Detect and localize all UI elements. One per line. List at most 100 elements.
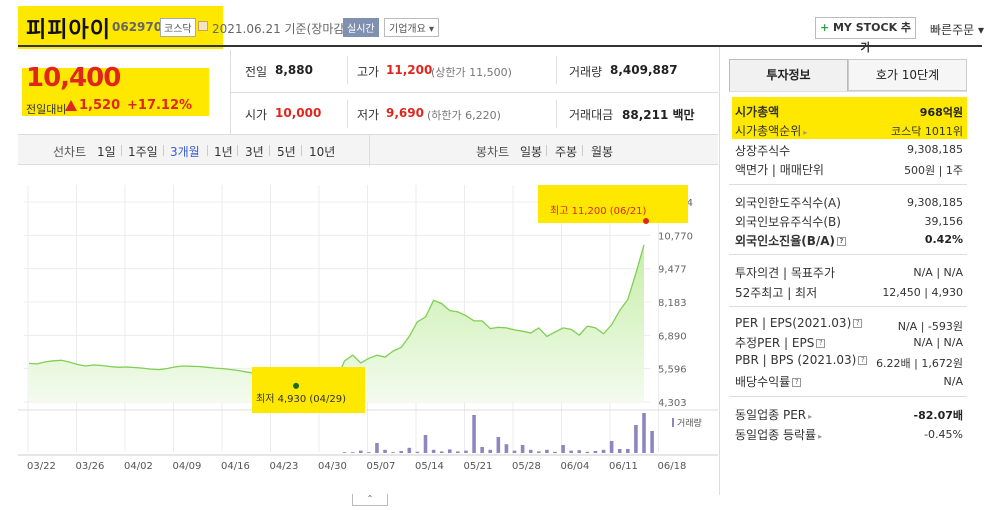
volume-bar (585, 451, 590, 453)
lower-limit: (하한가 6,220) (427, 109, 501, 122)
help-icon[interactable]: ? (837, 237, 847, 246)
volume-legend-label: 거래량 (677, 417, 702, 429)
market-cap-rank-label[interactable]: 시가총액순위 ▸ (735, 122, 807, 139)
foreign-ratio-value: 0.42% (924, 233, 963, 246)
period-1y[interactable]: 1년 (214, 145, 233, 159)
chevron-right-icon: ▸ (808, 412, 813, 421)
separator (121, 145, 122, 156)
week52-label: 52주최고 | 최저 (735, 286, 818, 300)
realtime-button[interactable]: 실시간 (343, 18, 379, 37)
candle-monthly[interactable]: 월봉 (591, 145, 614, 159)
candle-chart-label: 봉차트 (476, 145, 510, 159)
volume-bar (415, 451, 420, 453)
tab-invest-info[interactable]: 투자정보 (729, 59, 848, 91)
industry-change-label[interactable]: 동일업종 등락률 ▸ (735, 426, 822, 443)
separator (582, 145, 583, 156)
volume-bar (617, 449, 622, 453)
help-icon[interactable]: ? (858, 356, 868, 365)
tab-hoga[interactable]: 호가 10단계 (848, 59, 967, 91)
x-tick-label: 06/18 (658, 461, 687, 472)
foreign-ratio-text: 외국인소진율(B/A) (735, 234, 836, 248)
y-tick-label: 6,890 (658, 331, 687, 342)
foreign-limit-label: 외국인한도주식수(A) (735, 196, 841, 210)
volume-bar (350, 452, 355, 453)
y-tick-label: 4,303 (658, 398, 687, 409)
par-value: 500원 | 1주 (904, 164, 963, 177)
x-tick-label: 03/22 (27, 461, 56, 472)
period-1w[interactable]: 1주일 (128, 145, 158, 159)
volume-bar (399, 451, 404, 453)
period-1d[interactable]: 1일 (97, 145, 116, 159)
open-label: 시가 (245, 108, 268, 122)
opinion-label: 투자의견 | 목표주가 (735, 266, 835, 280)
period-3m[interactable]: 3개월 (170, 145, 200, 159)
candle-daily[interactable]: 일봉 (520, 145, 543, 159)
amount-number: 88,211 (622, 108, 669, 122)
price-highlight (22, 68, 209, 116)
volume-bar (407, 447, 412, 453)
per-text: PER | EPS(2021.03) (735, 316, 852, 330)
volume-bar (626, 449, 630, 453)
x-tick-label: 03/26 (76, 461, 105, 472)
volume-bar (367, 452, 371, 453)
divider (556, 56, 557, 84)
period-5y[interactable]: 5년 (277, 145, 296, 159)
candle-weekly[interactable]: 주봉 (555, 145, 578, 159)
separator (369, 135, 370, 166)
volume-bar (601, 449, 606, 453)
volume-bar (391, 452, 395, 453)
market-cap-rank-value: 코스닥 1011위 (891, 125, 963, 138)
volume-bar (480, 447, 484, 453)
divider (729, 184, 967, 185)
volume-value: 8,409,887 (610, 63, 678, 77)
est-per-label: 추정PER | EPS? (735, 334, 826, 351)
help-icon[interactable]: ? (792, 378, 802, 387)
separator (237, 145, 238, 156)
min-annotation-highlight (252, 367, 365, 413)
add-mystock-button[interactable]: + MY STOCK 추가 (815, 17, 916, 54)
price-chart: 12,06410,7709,4778,1836,8905,5964,30303/… (18, 185, 718, 472)
volume-bar (456, 451, 460, 453)
volume-bar (504, 444, 509, 453)
dividend-label: 배당수익률? (735, 373, 802, 390)
period-3y[interactable]: 3년 (245, 145, 264, 159)
per-label: PER | EPS(2021.03)? (735, 316, 863, 330)
shares-label: 상장주식수 (735, 144, 791, 158)
x-tick-label: 05/14 (415, 461, 444, 472)
industry-per-label[interactable]: 동일업종 PER ▸ (735, 406, 812, 423)
chart-toolbar: 선차트 1일 1주일 3개월 1년 3년 5년 10년 봉차트 일봉 주봉 월봉 (18, 134, 718, 166)
foreign-limit-value: 9,308,185 (907, 196, 963, 209)
opinion-value: N/A | N/A (913, 266, 963, 279)
collapse-chart-button[interactable]: ⌃ (352, 494, 388, 506)
y-tick-label: 8,183 (658, 298, 687, 309)
x-tick-label: 05/28 (512, 461, 541, 472)
help-icon[interactable]: ? (816, 339, 826, 348)
company-overview-dropdown[interactable]: 기업개요 ▾ (384, 18, 439, 37)
price-change-pct: +17.12% (127, 98, 193, 113)
y-tick-label: 9,477 (658, 265, 687, 276)
separator (546, 145, 547, 156)
stock-name: 피피아이 (26, 18, 111, 43)
amount-unit: 백만 (672, 108, 695, 122)
est-per-text: 추정PER | EPS (735, 336, 815, 350)
help-icon[interactable]: ? (853, 319, 863, 328)
quick-order-button[interactable]: 빠른주문 ▾ (930, 23, 984, 37)
divider (729, 396, 967, 397)
week52-value: 12,450 | 4,930 (882, 286, 963, 299)
change-label: 전일대비 (26, 103, 67, 116)
foreign-hold-label: 외국인보유주식수(B) (735, 215, 841, 229)
open-value: 10,000 (275, 106, 322, 120)
divider (729, 306, 967, 307)
max-annotation: 최고 11,200 (06/21) (550, 205, 646, 217)
high-label: 고가 (357, 65, 380, 79)
volume-bar (553, 451, 557, 453)
separator (207, 145, 208, 156)
volume-bar (358, 450, 363, 453)
period-10y[interactable]: 10년 (309, 145, 336, 159)
industry-per-text: 동일업종 PER (735, 408, 807, 422)
info-panel (719, 47, 982, 495)
volume-bar (375, 443, 379, 453)
est-per-value: N/A | N/A (913, 336, 963, 349)
volume-bar (464, 450, 468, 453)
y-tick-label: 10,770 (658, 231, 693, 242)
